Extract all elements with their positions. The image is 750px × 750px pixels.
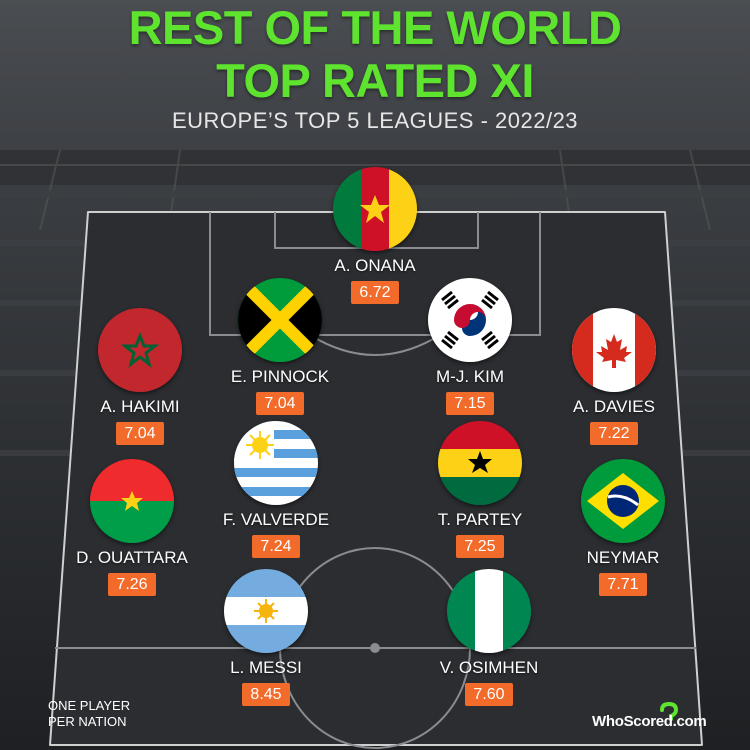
player-name: T. PARTEY bbox=[437, 510, 523, 529]
rating-badge: 7.15 bbox=[446, 392, 494, 415]
jamaica-flag-icon bbox=[238, 278, 322, 362]
cameroon-flag-icon bbox=[333, 167, 417, 251]
logo-text: WhoScored.com bbox=[592, 713, 707, 730]
title-line-1: REST OF THE WORLD bbox=[128, 1, 622, 54]
subtitle: EUROPE’S TOP 5 LEAGUES - 2022/23 bbox=[171, 108, 579, 133]
player-name: NEYMAR bbox=[586, 548, 660, 567]
player-name: V. OSIMHEN bbox=[439, 658, 539, 677]
rating-badge: 6.72 bbox=[351, 281, 399, 304]
uruguay-flag-icon bbox=[234, 421, 318, 505]
argentina-flag-icon bbox=[224, 569, 308, 653]
player-name: D. OUATTARA bbox=[76, 548, 188, 567]
rating-badge: 7.24 bbox=[252, 535, 300, 558]
whoscored-logo: WhoScored.com bbox=[592, 702, 707, 736]
canada-flag-icon bbox=[572, 308, 656, 392]
morocco-flag-icon bbox=[98, 308, 182, 392]
rating-badge: 7.25 bbox=[456, 535, 504, 558]
player-name: A. DAVIES bbox=[573, 397, 655, 416]
rating-badge: 7.60 bbox=[465, 683, 513, 706]
rating-badge: 8.45 bbox=[242, 683, 290, 706]
player-name: F. VALVERDE bbox=[222, 510, 330, 529]
brazil-flag-icon bbox=[581, 459, 665, 543]
question-mark-icon bbox=[660, 702, 679, 721]
rating-badge: 7.26 bbox=[108, 573, 156, 596]
burkina-faso-flag-icon bbox=[90, 459, 174, 543]
player-name: A. HAKIMI bbox=[100, 397, 180, 416]
player-name: M-J. KIM bbox=[436, 367, 504, 386]
player-name: A. ONANA bbox=[334, 256, 416, 275]
note-line-2: PER NATION bbox=[48, 714, 127, 729]
player-name: E. PINNOCK bbox=[230, 367, 330, 386]
title-line-2: TOP RATED XI bbox=[216, 54, 534, 107]
rating-badge: 7.04 bbox=[116, 422, 164, 445]
note-line-1: ONE PLAYER bbox=[48, 698, 131, 713]
south-korea-flag-icon bbox=[428, 278, 512, 362]
nigeria-flag-icon bbox=[447, 569, 531, 653]
rating-badge: 7.71 bbox=[599, 573, 647, 596]
rating-badge: 7.22 bbox=[590, 422, 638, 445]
ghana-flag-icon bbox=[438, 421, 522, 505]
one-player-per-nation-note: ONE PLAYER PER NATION bbox=[48, 698, 130, 730]
rating-badge: 7.04 bbox=[256, 392, 304, 415]
player-name: L. MESSI bbox=[230, 658, 302, 677]
